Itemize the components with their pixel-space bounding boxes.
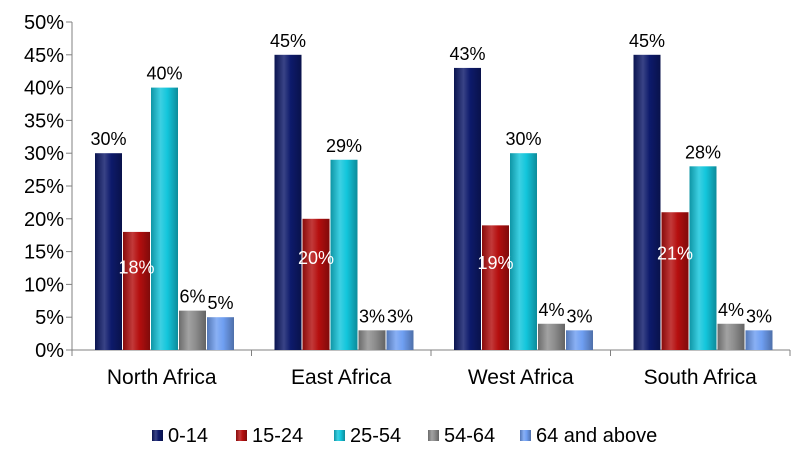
data-label: 20% (298, 248, 334, 268)
bar-54-64-1 (358, 330, 386, 350)
data-label: 30% (505, 129, 541, 149)
legend-label: 25-54 (350, 425, 401, 447)
y-tick-label: 50% (24, 12, 64, 34)
bar-0-14-1 (274, 54, 302, 351)
bar-15-24-1 (302, 218, 330, 350)
data-label: 3% (359, 306, 385, 326)
bar-15-24-3 (661, 212, 689, 350)
data-label: 4% (538, 300, 564, 320)
y-tick-label: 45% (24, 45, 64, 67)
y-tick-label: 15% (24, 242, 64, 264)
bar-15-24-0 (123, 231, 150, 350)
data-label: 29% (326, 136, 362, 156)
y-tick-label: 5% (35, 307, 64, 329)
bar-25-54-3 (689, 166, 717, 350)
y-tick-label: 10% (24, 274, 64, 296)
data-label: 30% (90, 129, 126, 149)
y-tick-label: 30% (24, 143, 64, 165)
data-label: 3% (746, 306, 772, 326)
data-label: 45% (629, 31, 665, 51)
bar-0-14-3 (633, 54, 661, 351)
data-label: 18% (118, 257, 154, 277)
x-category-label: North Africa (107, 366, 217, 389)
legend-label: 15-24 (252, 425, 303, 447)
legend-swatch-15-24 (236, 430, 247, 441)
data-label: 28% (685, 142, 721, 162)
bar-54-64-3 (717, 323, 745, 350)
data-label: 3% (566, 306, 592, 326)
bar-15-24-2 (482, 225, 509, 350)
data-label: 40% (146, 64, 182, 84)
bar-25-54-0 (151, 87, 178, 350)
bar-25-54-1 (330, 159, 358, 350)
y-tick-label: 25% (24, 176, 64, 198)
bar-0-14-2 (454, 67, 481, 351)
bar-25-54-2 (510, 153, 537, 350)
legend-label: 0-14 (168, 425, 208, 447)
x-category-label: East Africa (291, 366, 392, 389)
x-category-label: West Africa (468, 366, 574, 389)
data-label: 43% (449, 44, 485, 64)
y-tick-label: 20% (24, 209, 64, 231)
data-label: 6% (179, 287, 205, 307)
legend-swatch-64-and-above (520, 430, 531, 441)
bar-64-and-above-1 (386, 330, 414, 350)
x-category-label: South Africa (644, 366, 758, 389)
bar-64-and-above-2 (566, 330, 593, 350)
data-label: 3% (387, 306, 413, 326)
bar-54-64-0 (179, 310, 206, 350)
bar-64-and-above-0 (207, 317, 234, 350)
y-tick-label: 40% (24, 78, 64, 100)
y-tick-label: 35% (24, 110, 64, 132)
legend-swatch-0-14 (152, 430, 163, 441)
bar-64-and-above-3 (745, 330, 773, 350)
data-label: 19% (477, 253, 513, 273)
data-label: 5% (207, 293, 233, 313)
data-label: 4% (718, 300, 744, 320)
legend-label: 54-64 (444, 425, 495, 447)
legend-swatch-25-54 (334, 430, 345, 441)
bar-54-64-2 (538, 323, 565, 350)
legend-swatch-54-64 (428, 430, 439, 441)
data-label: 45% (270, 31, 306, 51)
data-label: 21% (657, 244, 693, 264)
legend-label: 64 and above (536, 425, 657, 447)
y-tick-label: 0% (35, 340, 64, 362)
bar-0-14-0 (95, 153, 122, 350)
